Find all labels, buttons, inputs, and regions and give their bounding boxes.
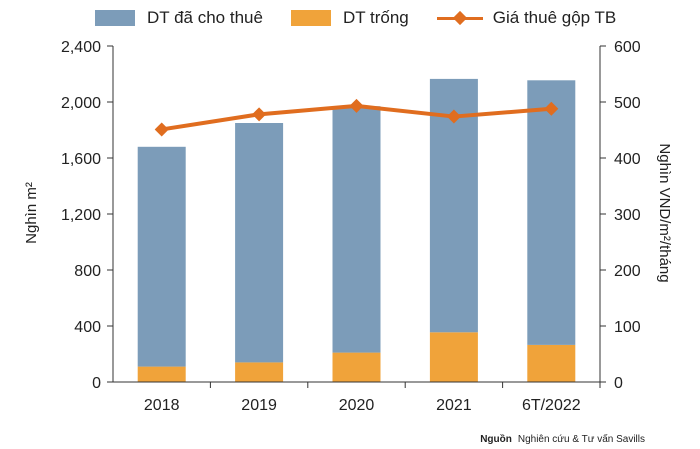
price-point [252,107,267,122]
bar-leased [137,146,186,367]
y2-tick-label: 300 [614,207,641,224]
y2-axis-label: Nghìn VND/m²/tháng [656,143,673,282]
legend-swatch-price [436,10,483,26]
x-tick-label: 2018 [144,397,180,414]
source-label: Nguồn [480,434,512,445]
y-axis-label: Nghìn m² [23,182,40,244]
legend-label-price: Giá thuê gộp TB [492,8,617,27]
legend-item-leased: DT đã cho thuê [95,8,263,28]
bars [137,78,576,382]
legend-label-vacant: DT trống [342,8,409,27]
bar-vacant [137,366,186,382]
y-tick-label: 1,600 [61,151,101,168]
bar-leased [332,106,381,353]
tick-labels: 0 0 400 100 800 200 1,200 300 1,600 400 2,000 500 2,… [61,39,641,414]
bar-vacant [235,362,284,382]
y2-tick-label: 600 [614,39,641,56]
bar-leased [235,123,284,363]
x-tick-label: 2020 [339,397,375,414]
legend-item-price: Giá thuê gộp TB [436,8,617,28]
x-tick-label: 6T/2022 [522,397,581,414]
y-tick-label: 800 [74,263,101,280]
legend-swatch-leased [95,10,135,26]
price-point [154,122,169,137]
y-tick-label: 2,000 [61,95,101,112]
y-tick-label: 2,400 [61,39,101,56]
price-line [154,98,559,137]
price-point [446,109,461,124]
bar-leased [527,80,576,345]
axes [107,45,606,388]
price-point [544,101,559,116]
y2-tick-label: 500 [614,95,641,112]
bar-vacant [429,332,478,382]
y2-tick-label: 100 [614,319,641,336]
chart-legend: DT đã cho thuê DT trống Giá thuê gộp TB [95,6,644,30]
bar-vacant [332,352,381,382]
bar-vacant [527,344,576,382]
y2-tick-label: 200 [614,263,641,280]
y-tick-label: 0 [92,375,101,392]
price-point [349,98,364,113]
x-tick-label: 2021 [436,397,472,414]
y2-tick-label: 0 [614,375,623,392]
source-text: Nghiên cứu & Tư vấn Savills [517,434,645,445]
legend-swatch-vacant [290,10,331,26]
source-note: Nguồn Nghiên cứu & Tư vấn Savills [480,434,645,445]
y2-tick-label: 400 [614,151,641,168]
x-tick-label: 2019 [241,397,277,414]
y-tick-label: 400 [74,319,101,336]
legend-label-leased: DT đã cho thuê [147,8,263,27]
y-tick-label: 1,200 [61,207,101,224]
legend-item-vacant: DT trống [290,8,409,28]
